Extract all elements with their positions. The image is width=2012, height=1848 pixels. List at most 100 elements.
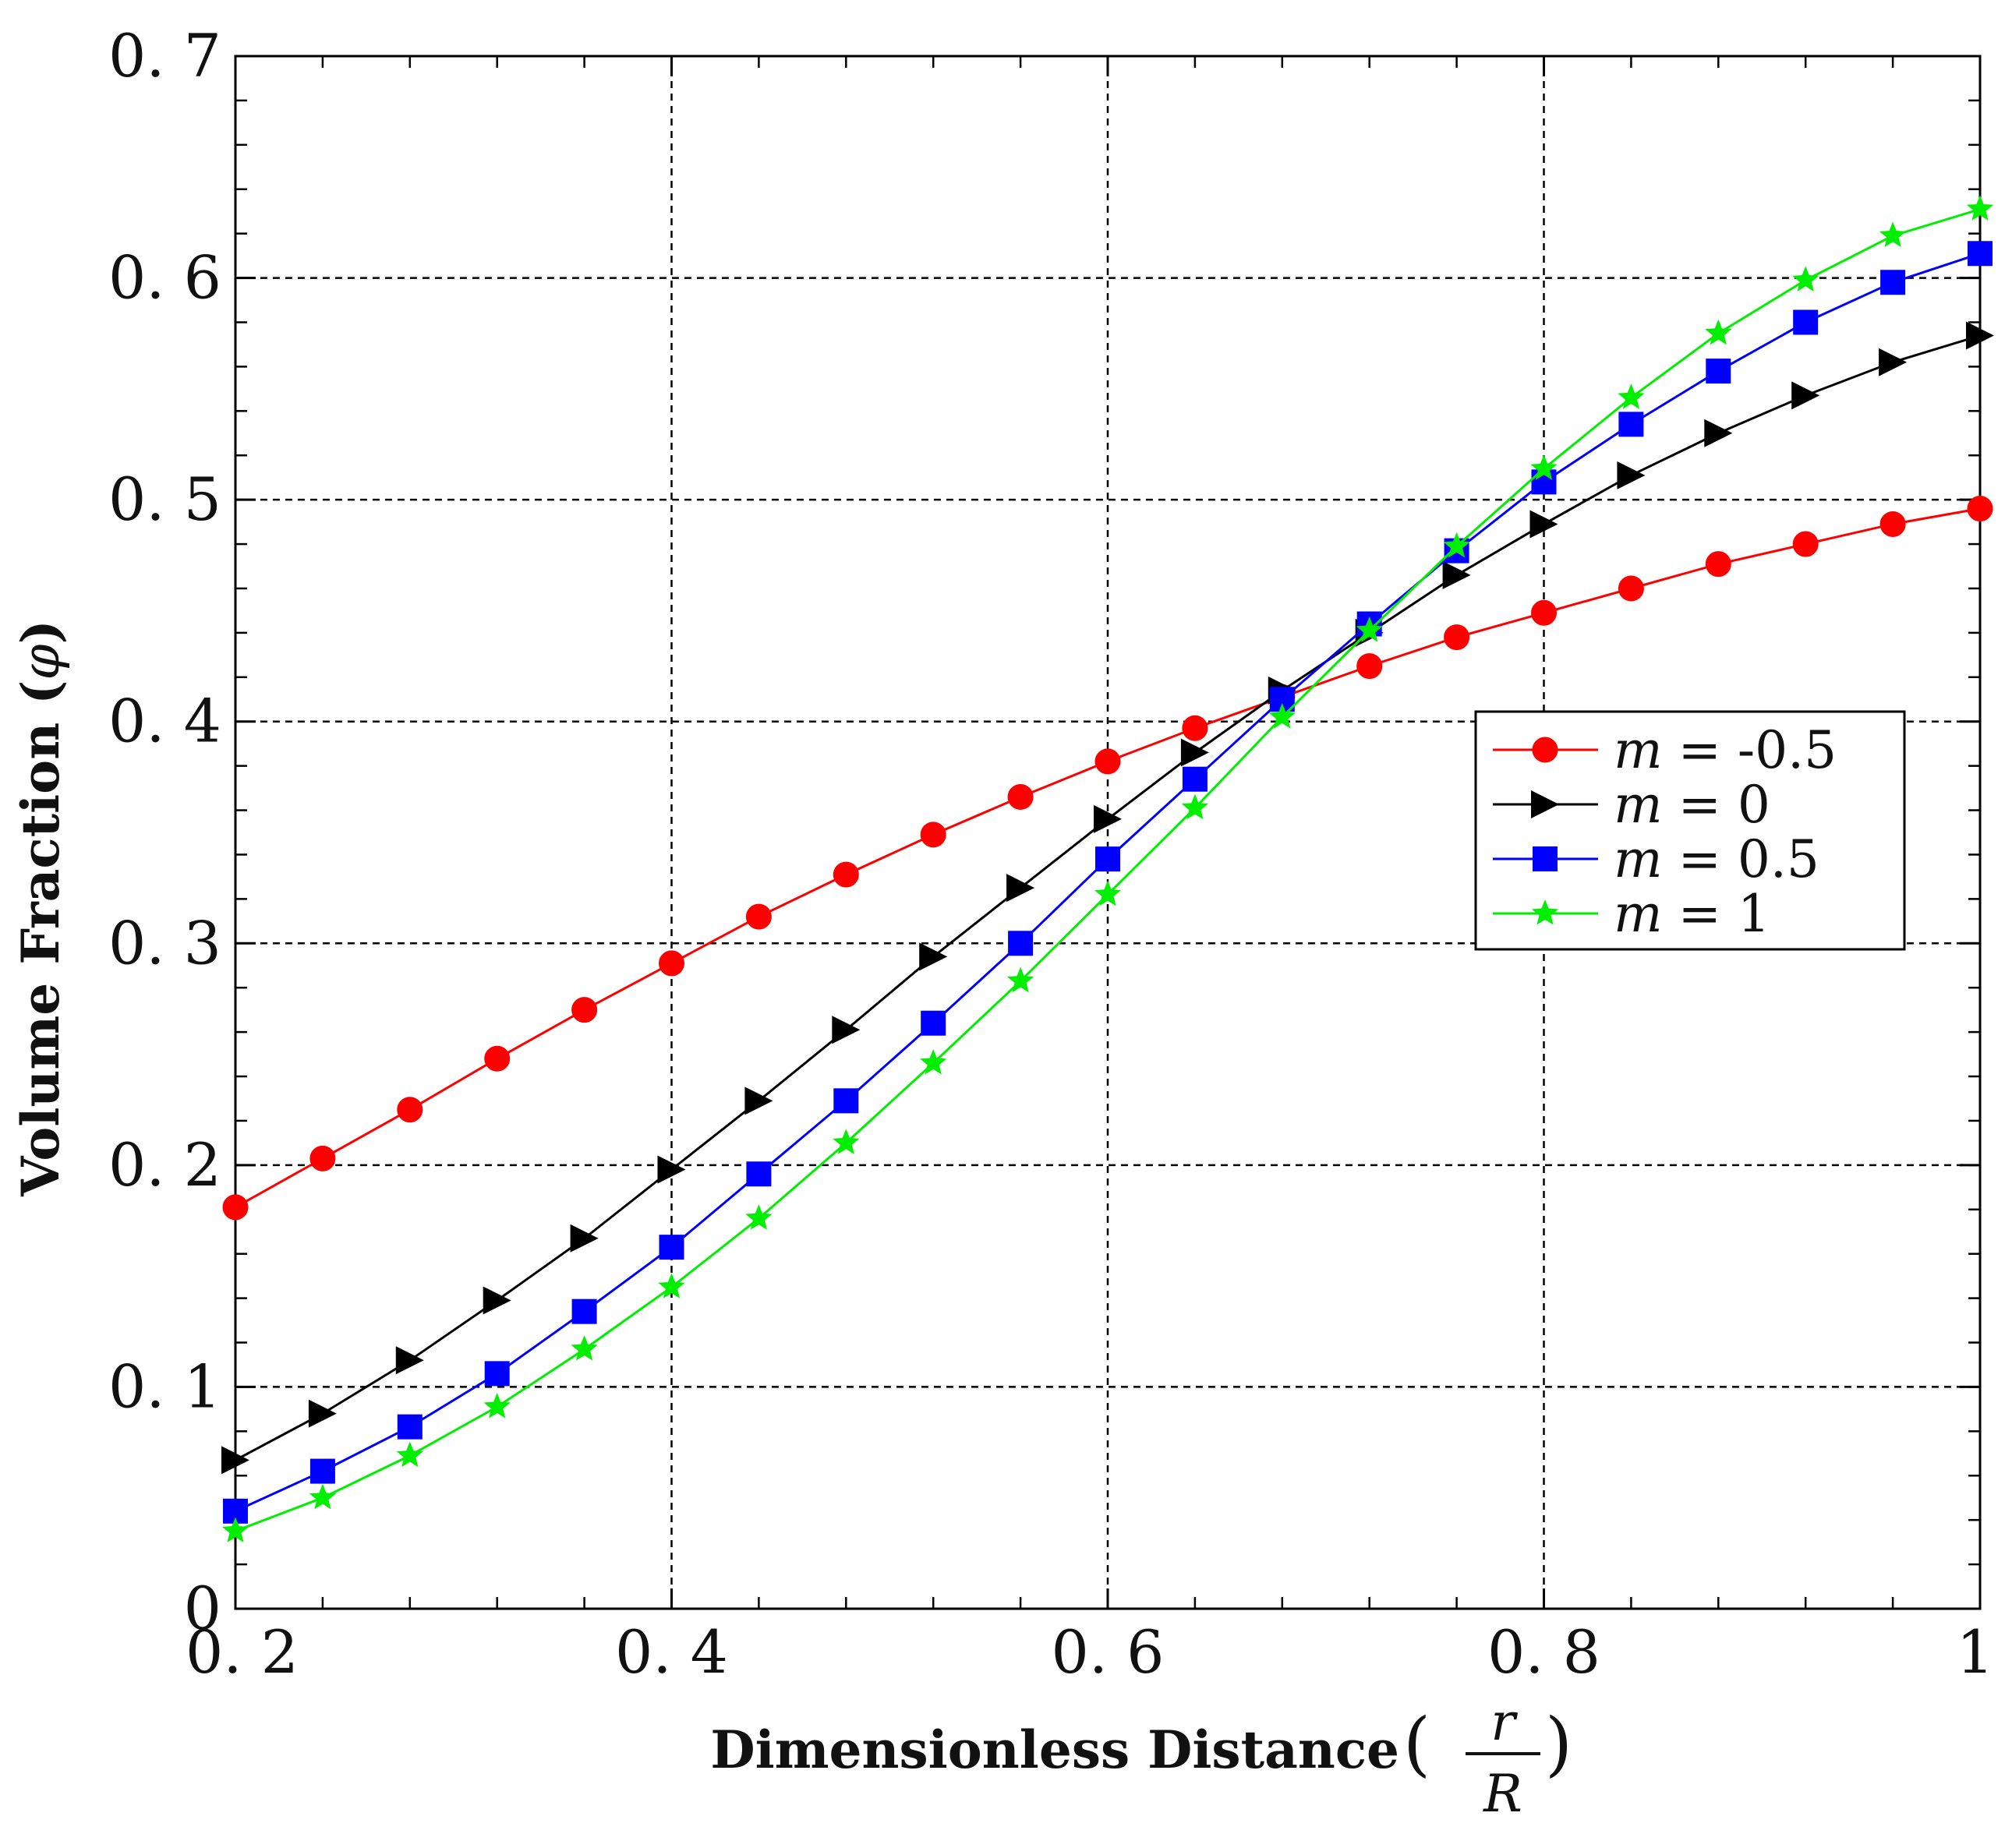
data-point (397, 1414, 423, 1440)
legend: m = -0.5 m = 0 m = 0.5 m = 1 (1474, 710, 1906, 951)
data-point (1443, 532, 1470, 558)
legend-label-0: m = -0.5 (1614, 720, 1837, 780)
y-tick-label: 0. 7 (108, 21, 221, 90)
data-point (745, 903, 772, 930)
y-tick-label: 0. 4 (108, 687, 221, 756)
data-point (921, 1010, 946, 1036)
data-point (1618, 412, 1644, 437)
data-point (571, 1299, 597, 1324)
data-point (222, 1194, 249, 1221)
data-point (1268, 702, 1296, 729)
data-point (308, 1399, 337, 1428)
data-point (484, 1045, 511, 1072)
data-point (657, 1155, 686, 1184)
data-point (658, 1273, 685, 1299)
x-tick-label: 1 (1957, 1617, 1994, 1687)
data-point (659, 1235, 684, 1260)
data-point (1182, 766, 1208, 792)
data-point (571, 1335, 598, 1361)
data-point (832, 1016, 861, 1044)
data-point (1793, 309, 1819, 335)
x-tick-label: 0. 4 (615, 1617, 728, 1687)
data-point (1966, 195, 1994, 221)
x-tick-label: 0. 8 (1487, 1617, 1600, 1687)
x-axis-title-text: Dimensionless Distance (710, 1719, 1399, 1780)
data-point (1706, 359, 1731, 384)
data-point (309, 1483, 337, 1510)
data-point (395, 1346, 424, 1375)
x-axis-title: Dimensionless Distance ( r R ) (710, 1692, 1572, 1824)
data-point (1181, 793, 1209, 820)
data-point (920, 822, 946, 848)
y-tick-label: 0. 1 (108, 1352, 221, 1421)
data-point (1879, 511, 1906, 537)
data-point (1967, 496, 1993, 522)
y-tick-label: 0. 5 (108, 465, 221, 534)
data-point (570, 1224, 599, 1253)
legend-handle-0 (1493, 737, 1598, 763)
legend-items (1493, 737, 1598, 925)
data-point (1530, 454, 1558, 480)
data-point (1968, 241, 1993, 267)
data-point (1442, 560, 1471, 589)
data-point (1791, 381, 1820, 410)
plot-frame (234, 55, 1982, 1610)
legend-marker (1533, 846, 1558, 871)
data-point (1704, 419, 1733, 447)
data-point (1182, 715, 1208, 741)
data-point (1356, 653, 1383, 680)
data-point (833, 861, 859, 888)
legend-label-2: m = 0.5 (1614, 829, 1819, 889)
data-point (1792, 266, 1819, 292)
data-point (397, 1097, 423, 1123)
data-point (1094, 880, 1122, 906)
data-point (1966, 321, 1994, 350)
data-point (1618, 383, 1645, 409)
data-point (1356, 616, 1383, 642)
y-axis-symbol: φ (11, 644, 71, 680)
data-point (919, 942, 948, 971)
data-point (1618, 575, 1644, 602)
legend-marker (1531, 790, 1559, 818)
data-point (833, 1129, 860, 1154)
data-point (920, 1048, 947, 1075)
data-point (746, 1161, 772, 1187)
data-point (1006, 966, 1034, 993)
data-point (309, 1458, 335, 1484)
data-point (659, 950, 684, 977)
x-axis-symbol-numerator: r (1490, 1692, 1518, 1752)
y-tick-label: 0 (184, 1574, 221, 1643)
data-point (1008, 931, 1034, 956)
data-point (1007, 783, 1034, 810)
series-group (221, 195, 1994, 1542)
data-point (309, 1145, 336, 1171)
data-point (833, 1088, 859, 1114)
y-axis-title-text: Volume Fraction (10, 723, 71, 1197)
data-point (1094, 748, 1121, 775)
y-tick-label: 0. 2 (108, 1130, 221, 1200)
legend-label-1: m = 0 (1614, 775, 1770, 835)
series-3 (221, 195, 1994, 1542)
data-point (1792, 531, 1819, 557)
data-point (1879, 348, 1908, 376)
x-axis-symbol-denominator: R (1483, 1764, 1522, 1824)
data-point (483, 1286, 511, 1315)
data-point (1880, 270, 1906, 295)
x-axis-paren-open: ( (1403, 1703, 1430, 1785)
legend-marker (1532, 737, 1558, 763)
data-point (1006, 874, 1035, 903)
legend-handle-3 (1493, 899, 1598, 925)
y-tick-label: 0. 6 (108, 243, 221, 313)
y-axis-title: Volume Fraction (φ) (10, 620, 71, 1197)
data-point (1529, 510, 1558, 539)
legend-marker (1531, 899, 1559, 925)
data-point (1095, 846, 1120, 872)
data-point (396, 1441, 423, 1468)
data-point (1444, 624, 1470, 651)
x-tick-label: 0. 2 (186, 1617, 299, 1687)
data-point (1094, 804, 1122, 833)
x-axis-paren-close: ) (1545, 1703, 1572, 1785)
series-1 (221, 321, 1994, 1475)
legend-label-3: m = 1 (1614, 884, 1770, 944)
